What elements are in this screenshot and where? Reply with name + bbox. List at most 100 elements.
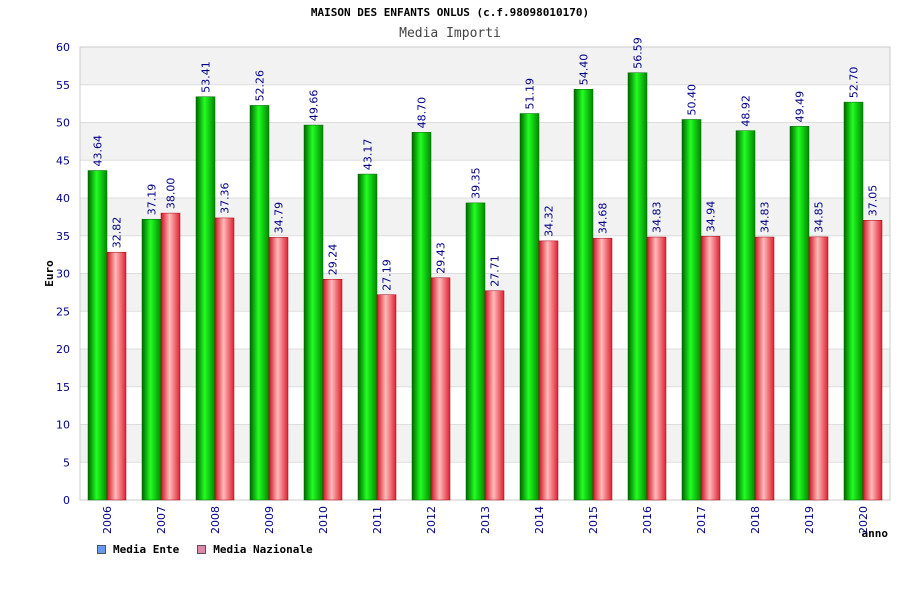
y-axis-label: Euro (43, 260, 56, 287)
bar-media-ente (573, 89, 594, 501)
y-tick-label: 30 (56, 268, 70, 281)
legend-item-media-ente: Media Ente (97, 543, 179, 556)
data-label: 27.71 (489, 255, 502, 287)
x-tick-label: 2010 (317, 506, 330, 534)
legend-label-media-ente: Media Ente (113, 543, 180, 556)
data-label: 48.70 (416, 97, 429, 129)
data-label: 39.35 (470, 167, 483, 199)
x-tick-label: 2019 (803, 506, 816, 534)
bar-media-nazionale (160, 212, 181, 501)
data-label: 49.49 (794, 91, 807, 123)
data-label: 34.32 (543, 205, 556, 237)
bar-media-nazionale (862, 220, 883, 501)
legend: Media Ente Media Nazionale (97, 543, 313, 556)
x-tick-label: 2017 (695, 506, 708, 534)
y-tick-label: 20 (56, 343, 70, 356)
data-label: 34.83 (651, 202, 664, 234)
bar-media-nazionale (754, 236, 775, 501)
bar-media-ente (789, 126, 810, 501)
bar-media-nazionale (268, 237, 289, 501)
data-label: 34.83 (759, 202, 772, 234)
y-tick-label: 40 (56, 192, 70, 205)
y-tick-label: 55 (56, 79, 70, 92)
data-label: 37.19 (146, 184, 159, 216)
bar-media-nazionale (376, 294, 397, 501)
x-tick-label: 2011 (371, 506, 384, 534)
x-tick-label: 2006 (101, 506, 114, 534)
y-tick-label: 15 (56, 381, 70, 394)
x-tick-label: 2020 (857, 506, 870, 534)
bar-media-ente (303, 124, 324, 501)
data-label: 49.66 (308, 90, 321, 122)
data-label: 53.41 (200, 61, 213, 93)
x-tick-label: 2016 (641, 506, 654, 534)
data-label: 43.64 (92, 135, 105, 167)
data-label: 38.00 (165, 178, 178, 210)
data-label: 48.92 (740, 95, 753, 127)
data-label: 52.70 (848, 67, 861, 99)
data-label: 52.26 (254, 70, 267, 102)
data-label: 50.40 (686, 84, 699, 116)
data-label: 29.24 (327, 244, 340, 276)
data-label: 34.79 (273, 202, 286, 234)
x-tick-label: 2007 (155, 506, 168, 534)
data-label: 37.36 (219, 182, 232, 214)
x-tick-label: 2015 (587, 506, 600, 534)
x-tick-label: 2018 (749, 506, 762, 534)
x-tick-label: 2012 (425, 506, 438, 534)
bar-media-nazionale (322, 278, 343, 501)
legend-item-media-nazionale: Media Nazionale (197, 543, 313, 556)
bar-media-nazionale (646, 236, 667, 501)
y-tick-label: 50 (56, 117, 70, 130)
bar-media-nazionale (430, 277, 451, 501)
bar-media-ente (735, 130, 756, 501)
y-tick-label: 25 (56, 305, 70, 318)
data-label: 34.94 (705, 201, 718, 233)
bar-media-nazionale (214, 217, 235, 501)
data-label: 54.40 (578, 54, 591, 86)
legend-label-media-nazionale: Media Nazionale (213, 543, 313, 556)
bar-media-ente (249, 105, 270, 501)
legend-swatch-media-nazionale (197, 545, 207, 554)
x-tick-label: 2009 (263, 506, 276, 534)
x-tick-label: 2008 (209, 506, 222, 534)
bar-media-nazionale (538, 240, 559, 501)
bar-media-ente (87, 170, 108, 501)
data-label: 27.19 (381, 259, 394, 291)
y-tick-label: 60 (56, 41, 70, 54)
data-label: 37.05 (867, 185, 880, 217)
bar-media-ente (519, 113, 540, 501)
x-tick-label: 2014 (533, 506, 546, 534)
data-label: 51.19 (524, 78, 537, 110)
bar-media-ente (843, 101, 864, 501)
data-label: 56.59 (632, 37, 645, 69)
y-tick-label: 10 (56, 419, 70, 432)
y-tick-label: 35 (56, 230, 70, 243)
data-label: 32.82 (111, 217, 124, 249)
bar-media-ente (357, 173, 378, 501)
chart-subtitle: Media Importi (399, 26, 501, 41)
bar-media-nazionale (592, 237, 613, 501)
chart-title: MAISON DES ENFANTS ONLUS (c.f.9809801017… (310, 6, 590, 19)
bar-media-nazionale (106, 251, 127, 501)
data-label: 34.68 (597, 203, 610, 235)
grid-band (80, 47, 890, 85)
bar-media-ente (141, 218, 162, 501)
data-label: 34.85 (813, 201, 826, 233)
bar-media-nazionale (700, 235, 721, 501)
y-tick-label: 0 (63, 494, 70, 507)
x-axis-label: anno (862, 527, 889, 540)
bar-media-ente (195, 96, 216, 501)
legend-swatch-media-ente (97, 545, 106, 554)
bar-media-ente (681, 119, 702, 501)
y-tick-label: 45 (56, 154, 70, 167)
data-label: 43.17 (362, 139, 375, 171)
bar-media-ente (411, 132, 432, 501)
y-tick-label: 5 (63, 456, 70, 469)
bar-media-ente (627, 72, 648, 501)
bar-media-nazionale (808, 236, 829, 501)
data-label: 29.43 (435, 242, 448, 274)
x-tick-label: 2013 (479, 506, 492, 534)
